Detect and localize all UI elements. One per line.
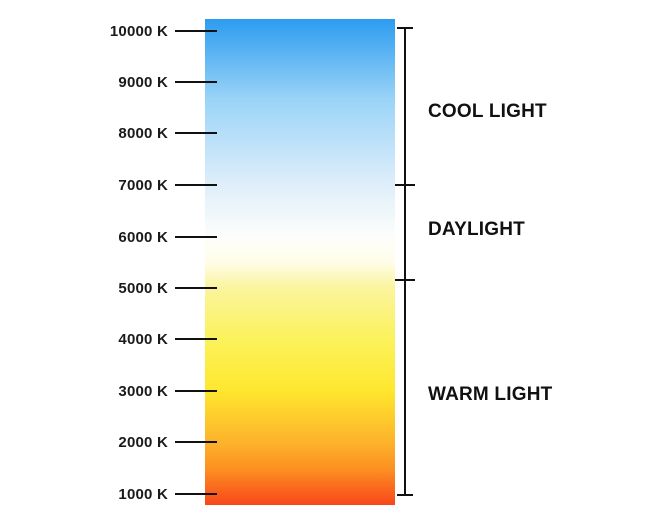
axis-tick-label: 8000 K [118,124,168,142]
axis-tick-label: 2000 K [118,433,168,451]
axis-tick-label: 10000 K [109,22,168,40]
axis-tick-label: 1000 K [118,485,168,503]
range-label-warm-light: WARM LIGHT [428,384,553,405]
range-bracket-line [404,28,406,495]
axis-tick-label: 7000 K [118,176,168,194]
range-bracket-top-cap [397,27,413,29]
axis-tick-line [175,338,217,340]
axis-tick-line [175,493,217,495]
axis-tick-label: 5000 K [118,279,168,297]
range-label-cool-light: COOL LIGHT [428,101,547,122]
axis-tick-line [175,441,217,443]
axis-tick-line [175,30,217,32]
axis-tick-line [175,184,217,186]
axis-tick-1000k: 1000 K [38,485,218,503]
axis-tick-label: 6000 K [118,228,168,246]
range-label-daylight: DAYLIGHT [428,219,525,240]
axis-tick-label: 3000 K [118,382,168,400]
temperature-bar [205,19,395,505]
axis-tick-10000k: 10000 K [38,22,218,40]
axis-tick-3000k: 3000 K [38,382,218,400]
axis-tick-4000k: 4000 K [38,330,218,348]
range-bracket-divider-5000k [395,279,415,281]
axis-tick-label: 4000 K [118,330,168,348]
axis-tick-line [175,81,217,83]
axis-tick-9000k: 9000 K [38,73,218,91]
axis-tick-5000k: 5000 K [38,279,218,297]
axis-tick-label: 9000 K [118,73,168,91]
range-bracket-divider-7000k [395,184,415,186]
axis-tick-6000k: 6000 K [38,228,218,246]
axis-tick-line [175,287,217,289]
axis-tick-8000k: 8000 K [38,124,218,142]
axis-tick-7000k: 7000 K [38,176,218,194]
axis-tick-line [175,390,217,392]
axis-tick-line [175,132,217,134]
axis-tick-line [175,236,217,238]
axis-tick-2000k: 2000 K [38,433,218,451]
range-bracket-bottom-cap [397,494,413,496]
